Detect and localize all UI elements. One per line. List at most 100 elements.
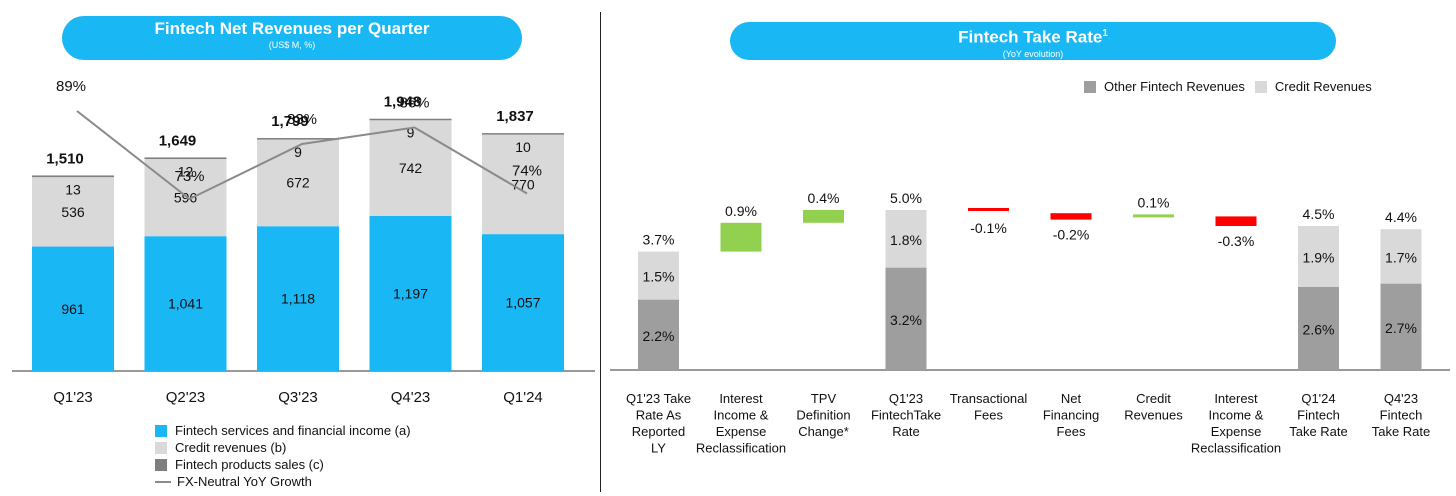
- bar-segment: [144, 157, 227, 160]
- x-tick-label: Credit: [1136, 391, 1171, 406]
- bar-segment: [369, 215, 452, 371]
- x-tick-label: Q1'23: [53, 389, 93, 406]
- total-label: 3.7%: [643, 232, 675, 248]
- waterfall-bar-other: [638, 299, 679, 370]
- waterfall-bar-credit: [885, 210, 927, 268]
- delta-label: 0.9%: [725, 203, 757, 219]
- waterfall-bar-delta: [803, 210, 844, 223]
- x-tick-label: FintechTake: [871, 408, 941, 423]
- segment-label: 596: [174, 190, 198, 206]
- growth-label: 89%: [56, 78, 86, 95]
- legend-swatch-fintech-services: [155, 424, 167, 437]
- segment-label: 1.8%: [890, 232, 922, 248]
- take-rate-title-line: Fintech Take Rate1: [730, 22, 1336, 49]
- total-label: 4.5%: [1303, 206, 1335, 222]
- segment-label: 2.6%: [1303, 321, 1335, 337]
- x-tick-label: Financing: [1043, 408, 1099, 423]
- legend-label: Fintech services and financial income (a…: [175, 423, 411, 438]
- segment-label: 961: [61, 301, 85, 317]
- x-tick-label: Rate: [892, 424, 919, 439]
- segment-label: 672: [286, 175, 310, 191]
- bar-segment: [257, 226, 339, 371]
- take-rate-title-pill: Fintech Take Rate1 (YoY evolution): [730, 22, 1336, 60]
- x-tick-label: TPV: [811, 391, 837, 406]
- legend-label: Fintech products sales (c): [175, 457, 324, 472]
- x-tick-label: Income &: [714, 408, 769, 423]
- legend-label: Credit Revenues: [1274, 79, 1372, 94]
- x-tick-label: Q1'24: [503, 389, 543, 406]
- x-tick-label: Fees: [1057, 424, 1086, 439]
- net-revenues-title-pill: Fintech Net Revenues per Quarter (US$ M,…: [62, 16, 522, 60]
- bar-segment: [144, 159, 227, 237]
- total-label: 1,799: [271, 113, 309, 130]
- x-tick-label: Take Rate: [1289, 424, 1348, 439]
- segment-label: 1.7%: [1385, 249, 1417, 265]
- segment-label: 2.2%: [643, 328, 675, 344]
- x-tick-label: Q1'23 Take: [626, 391, 691, 406]
- segment-label: 1,118: [281, 291, 315, 307]
- legend-item: Other Fintech Revenues: [1084, 78, 1245, 95]
- segment-label: 1,041: [168, 296, 203, 312]
- x-tick-label: Transactional: [950, 391, 1028, 406]
- segment-label: 2.7%: [1385, 320, 1417, 336]
- x-tick-label: Rate As: [636, 408, 682, 423]
- x-tick-label: Fees: [974, 408, 1003, 423]
- growth-label: 73%: [174, 168, 204, 185]
- waterfall-bar-other: [1380, 283, 1422, 370]
- x-tick-label: Q2'23: [166, 389, 206, 406]
- segment-label: 1.9%: [1303, 249, 1335, 265]
- legend-label: Credit revenues (b): [175, 440, 287, 455]
- x-tick-label: Interest: [1214, 391, 1258, 406]
- x-tick-label: LY: [651, 441, 666, 456]
- total-label: 4.4%: [1385, 209, 1417, 225]
- legend-item: FX-Neutral YoY Growth: [155, 473, 411, 490]
- segment-label: 10: [515, 139, 531, 155]
- x-tick-label: Take Rate: [1372, 424, 1431, 439]
- legend-swatch-credit-revenues: [155, 441, 167, 454]
- segment-label: 12: [178, 163, 194, 179]
- x-tick-label: Revenues: [1124, 408, 1183, 423]
- x-tick-label: Income &: [1209, 408, 1264, 423]
- x-tick-label: Q1'23: [889, 391, 923, 406]
- net-revenues-chart: 961 536 13 1,510 Q1'23 1,041 596 12 1,649 Q2'23 1,…: [12, 78, 595, 406]
- bar-segment: [257, 139, 339, 227]
- bar-segment: [257, 138, 339, 140]
- x-tick-label: Reclassification: [696, 441, 786, 456]
- x-tick-label: Q4'23: [391, 389, 431, 406]
- net-revenues-subtitle: (US$ M, %): [268, 40, 316, 50]
- bar-segment: [482, 133, 564, 135]
- x-tick-label: Expense: [1211, 424, 1262, 439]
- legend-item: Fintech products sales (c): [155, 456, 411, 473]
- growth-label: 86%: [399, 95, 429, 112]
- segment-label: 9: [294, 144, 302, 160]
- net-revenues-legend: Fintech services and financial income (a…: [155, 422, 411, 490]
- bar-segment: [32, 175, 114, 178]
- segment-label: 13: [65, 181, 81, 197]
- x-tick-label: Expense: [716, 424, 767, 439]
- legend-swatch-growth-line: [155, 480, 171, 483]
- legend-label: Other Fintech Revenues: [1104, 79, 1245, 94]
- legend-item: Credit revenues (b): [155, 439, 411, 456]
- x-tick-label: Definition: [796, 408, 850, 423]
- x-tick-label: Q1'24: [1301, 391, 1335, 406]
- total-label: 1,649: [159, 132, 197, 149]
- waterfall-bar-delta: [1133, 214, 1174, 218]
- x-tick-label: Reported: [632, 424, 685, 439]
- delta-label: 0.1%: [1138, 194, 1170, 210]
- panel-divider: [600, 12, 601, 492]
- delta-label: -0.1%: [970, 220, 1007, 236]
- total-label: 1,837: [496, 108, 534, 125]
- bar-segment: [32, 177, 114, 247]
- x-tick-label: Net: [1061, 391, 1082, 406]
- legend-swatch-credit: [1254, 80, 1267, 93]
- segment-label: 9: [407, 125, 415, 141]
- waterfall-bar-delta: [968, 208, 1009, 211]
- waterfall-bar-delta: [1215, 216, 1257, 226]
- growth-label: 74%: [512, 163, 542, 180]
- x-tick-label: Q3'23: [278, 389, 318, 406]
- take-rate-footnote-marker: 1: [1102, 28, 1108, 39]
- legend-label: FX-Neutral YoY Growth: [177, 474, 312, 489]
- take-rate-title: Fintech Take Rate: [958, 27, 1103, 47]
- x-tick-label: Fintech: [1380, 408, 1423, 423]
